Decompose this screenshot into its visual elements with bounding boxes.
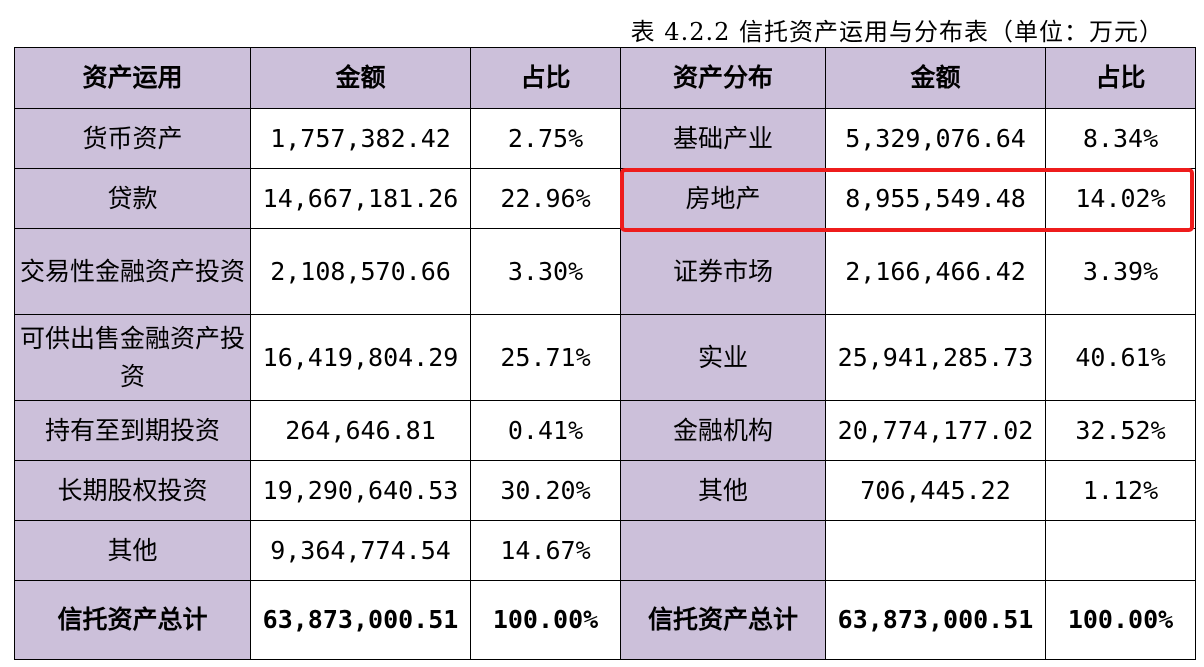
- table-row: 持有至到期投资 264,646.81 0.41% 金融机构 20,774,177…: [14, 400, 1196, 461]
- amount-cell: [825, 520, 1046, 581]
- usage-label: 长期股权投资: [14, 460, 251, 521]
- usage-label: 货币资产: [14, 108, 251, 169]
- header-cell: 资产分布: [620, 47, 826, 109]
- amount-cell: 8,955,549.48: [825, 168, 1046, 229]
- header-row: 资产运用 金额 占比 资产分布 金额 占比: [14, 47, 1196, 109]
- ratio-cell: 3.39%: [1045, 228, 1196, 315]
- ratio-cell: 2.75%: [470, 108, 621, 169]
- amount-cell: 264,646.81: [250, 400, 471, 461]
- table-row: 长期股权投资 19,290,640.53 30.20% 其他 706,445.2…: [14, 460, 1196, 521]
- total-label: 信托资产总计: [620, 580, 826, 660]
- distribution-label: [620, 520, 826, 581]
- ratio-cell: [1045, 520, 1196, 581]
- header-cell: 资产运用: [14, 47, 251, 109]
- amount-cell: 2,108,570.66: [250, 228, 471, 315]
- amount-cell: 1,757,382.42: [250, 108, 471, 169]
- amount-cell: 20,774,177.02: [825, 400, 1046, 461]
- table-row: 交易性金融资产投资 2,108,570.66 3.30% 证券市场 2,166,…: [14, 228, 1196, 315]
- distribution-label: 房地产: [620, 168, 826, 229]
- total-amount: 63,873,000.51: [250, 580, 471, 660]
- usage-label: 贷款: [14, 168, 251, 229]
- ratio-cell: 0.41%: [470, 400, 621, 461]
- header-cell: 金额: [250, 47, 471, 109]
- total-amount: 63,873,000.51: [825, 580, 1046, 660]
- ratio-cell: 32.52%: [1045, 400, 1196, 461]
- ratio-cell: 14.02%: [1045, 168, 1196, 229]
- amount-cell: 25,941,285.73: [825, 314, 1046, 401]
- amount-cell: 2,166,466.42: [825, 228, 1046, 315]
- distribution-label: 基础产业: [620, 108, 826, 169]
- amount-cell: 706,445.22: [825, 460, 1046, 521]
- ratio-cell: 3.30%: [470, 228, 621, 315]
- amount-cell: 9,364,774.54: [250, 520, 471, 581]
- header-cell: 占比: [470, 47, 621, 109]
- usage-label: 其他: [14, 520, 251, 581]
- usage-label: 可供出售金融资产投资: [14, 314, 251, 401]
- ratio-cell: 30.20%: [470, 460, 621, 521]
- table-row: 货币资产 1,757,382.42 2.75% 基础产业 5,329,076.6…: [14, 108, 1196, 169]
- ratio-cell: 14.67%: [470, 520, 621, 581]
- ratio-cell: 40.61%: [1045, 314, 1196, 401]
- table-row: 其他 9,364,774.54 14.67%: [14, 520, 1196, 581]
- distribution-label: 证券市场: [620, 228, 826, 315]
- table-row: 可供出售金融资产投资 16,419,804.29 25.71% 实业 25,94…: [14, 314, 1196, 401]
- total-ratio: 100.00%: [470, 580, 621, 660]
- ratio-cell: 8.34%: [1045, 108, 1196, 169]
- usage-label: 持有至到期投资: [14, 400, 251, 461]
- header-cell: 占比: [1045, 47, 1196, 109]
- amount-cell: 14,667,181.26: [250, 168, 471, 229]
- amount-cell: 16,419,804.29: [250, 314, 471, 401]
- distribution-label: 实业: [620, 314, 826, 401]
- ratio-cell: 22.96%: [470, 168, 621, 229]
- header-cell: 金额: [825, 47, 1046, 109]
- amount-cell: 19,290,640.53: [250, 460, 471, 521]
- trust-asset-table: 资产运用 金额 占比 资产分布 金额 占比 货币资产 1,757,382.42 …: [14, 47, 1196, 660]
- total-label: 信托资产总计: [14, 580, 251, 660]
- table-caption: 表 4.2.2 信托资产运用与分布表（单位：万元）: [630, 18, 1164, 46]
- amount-cell: 5,329,076.64: [825, 108, 1046, 169]
- total-row: 信托资产总计 63,873,000.51 100.00% 信托资产总计 63,8…: [14, 580, 1196, 660]
- ratio-cell: 1.12%: [1045, 460, 1196, 521]
- distribution-label: 其他: [620, 460, 826, 521]
- total-ratio: 100.00%: [1045, 580, 1196, 660]
- ratio-cell: 25.71%: [470, 314, 621, 401]
- distribution-label: 金融机构: [620, 400, 826, 461]
- table-row: 贷款 14,667,181.26 22.96% 房地产 8,955,549.48…: [14, 168, 1196, 229]
- usage-label: 交易性金融资产投资: [14, 228, 251, 315]
